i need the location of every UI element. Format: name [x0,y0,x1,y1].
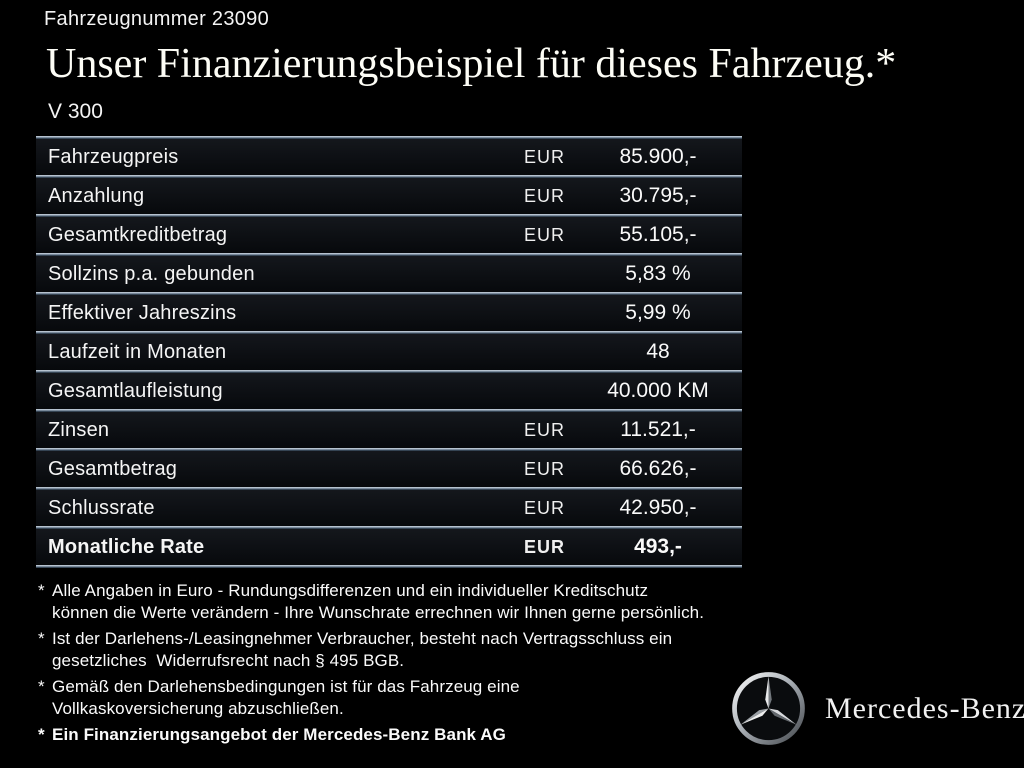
row-separator [36,409,742,412]
footnote-marker: * [38,677,45,696]
row-separator [36,253,742,256]
table-row: Gesamtbetrag EUR 66.626,- [36,451,742,487]
brand-area: Mercedes-Benz [729,669,1024,748]
row-value: 11.521,- [620,418,696,441]
footnotes: * Alle Angaben in Euro - Rundungsdiffere… [38,580,718,750]
footnote-text: Ist der Darlehens-/Leasingnehmer Verbrau… [52,629,673,670]
row-currency: EUR [524,419,566,440]
row-separator [36,292,742,295]
row-separator [36,526,742,529]
row-value: 493,- [634,535,682,558]
row-separator [36,487,742,490]
footnote-text: Gemäß den Darlehensbedingungen ist für d… [52,677,520,718]
mercedes-wordmark: Mercedes-Benz [825,691,1024,725]
table-row: Schlussrate EUR 42.950,- [36,490,742,526]
row-value: 5,99 % [625,301,691,324]
row-value: 40.000 KM [607,379,709,402]
row-label: Schlussrate [48,496,155,519]
footnote-item: * Alle Angaben in Euro - Rundungsdiffere… [38,580,718,624]
row-value: 30.795,- [619,184,697,207]
row-label: Sollzins p.a. gebunden [48,262,255,285]
row-label: Effektiver Jahreszins [48,301,237,324]
row-label: Laufzeit in Monaten [48,340,227,363]
title-bar: Unser Finanzierungsbeispiel für dieses F… [36,38,993,94]
row-value: 48 [646,340,670,363]
row-value: 55.105,- [619,223,697,246]
table-row: Anzahlung EUR 30.795,- [36,178,742,214]
table-row: Gesamtkreditbetrag EUR 55.105,- [36,217,742,253]
row-separator [36,214,742,217]
footnote-marker: * [38,581,45,600]
row-separator [36,331,742,334]
row-currency: EUR [524,497,566,518]
table-row: Fahrzeugpreis EUR 85.900,- [36,139,742,175]
footnote-text: Ein Finanzierungsangebot der Mercedes-Be… [52,725,507,744]
footnote-item: * Ist der Darlehens-/Leasingnehmer Verbr… [38,628,718,672]
page-title: Unser Finanzierungsbeispiel für dieses F… [46,41,897,87]
vehicle-number: Fahrzeugnummer 23090 [44,8,270,30]
row-label: Zinsen [48,418,110,441]
mercedes-star-icon [732,672,805,745]
table-row: Effektiver Jahreszins 5,99 % [36,295,742,331]
row-currency: EUR [524,185,566,206]
row-label: Fahrzeugpreis [48,145,179,168]
table-row: Laufzeit in Monaten 48 [36,334,742,370]
row-label: Gesamtlaufleistung [48,379,223,402]
row-separator [36,175,742,178]
finance-table: Fahrzeugpreis EUR 85.900,- Anzahlung EUR… [36,136,742,568]
row-label: Monatliche Rate [48,535,205,558]
table-row: Sollzins p.a. gebunden 5,83 % [36,256,742,292]
row-value: 5,83 % [625,262,691,285]
model-name: V 300 [48,100,103,123]
row-value: 66.626,- [619,457,697,480]
row-label: Gesamtkreditbetrag [48,223,228,246]
footnote-item: * Gemäß den Darlehensbedingungen ist für… [38,676,718,720]
row-value: 42.950,- [619,496,697,519]
table-row: Gesamtlaufleistung 40.000 KM [36,373,742,409]
footnote-item: * Ein Finanzierungsangebot der Mercedes-… [38,724,718,746]
row-currency: EUR [524,458,566,479]
row-currency: EUR [524,146,566,167]
row-separator [36,370,742,373]
row-label: Anzahlung [48,184,145,207]
footnote-marker: * [38,629,45,648]
row-currency: EUR [524,224,566,245]
footnote-text: Alle Angaben in Euro - Rundungsdifferenz… [52,581,705,622]
row-value: 85.900,- [619,145,697,168]
row-currency: EUR [524,536,566,557]
row-label: Gesamtbetrag [48,457,178,480]
table-bottom-separator [36,565,742,568]
table-row: Monatliche Rate EUR 493,- [36,529,742,565]
row-separator [36,136,742,139]
footnote-marker: * [38,725,45,744]
table-row: Zinsen EUR 11.521,- [36,412,742,448]
row-separator [36,448,742,451]
